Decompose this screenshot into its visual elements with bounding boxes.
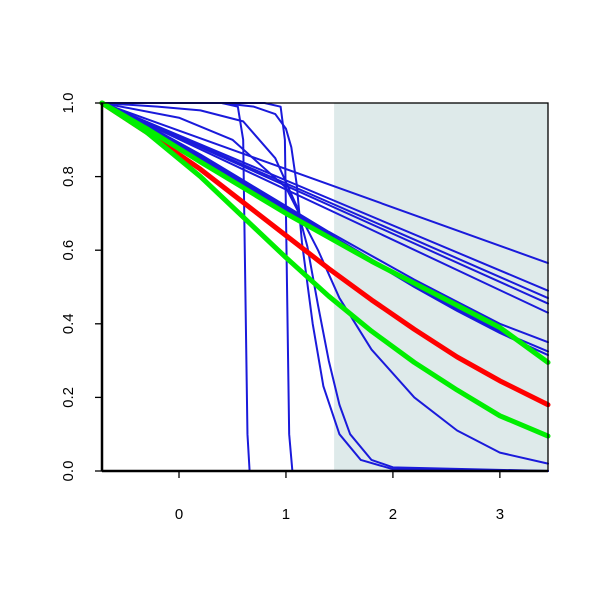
series-line-13 bbox=[101, 102, 549, 314]
x-tick-label: 3 bbox=[496, 506, 504, 523]
axes-layer: 0 1 2 3 0.0 0.2 0.4 0.6 0.8 1.0 bbox=[60, 93, 549, 523]
y-tick-label: 1.0 bbox=[60, 93, 77, 114]
series-line-10 bbox=[101, 102, 549, 292]
y-tick-label: 0.4 bbox=[60, 313, 77, 334]
shaded-region bbox=[334, 103, 548, 471]
series-line-12 bbox=[101, 102, 549, 305]
series-line-2 bbox=[99, 100, 551, 439]
series-line-9 bbox=[101, 102, 549, 265]
y-tick-label: 0.0 bbox=[60, 461, 77, 482]
x-tick-label: 0 bbox=[175, 506, 183, 523]
series-line-1 bbox=[99, 100, 551, 408]
series-line-6 bbox=[101, 102, 549, 472]
series-line-8 bbox=[101, 102, 549, 465]
x-tick-label: 2 bbox=[389, 506, 397, 523]
y-tick-label: 0.8 bbox=[60, 166, 77, 187]
x-tick-label: 1 bbox=[282, 506, 290, 523]
series-line-14 bbox=[101, 102, 549, 344]
series-layer bbox=[99, 100, 551, 472]
y-tick-label: 0.2 bbox=[60, 387, 77, 408]
series-line-3 bbox=[99, 100, 551, 365]
series-line-15 bbox=[101, 102, 549, 353]
y-tick-label: 0.6 bbox=[60, 240, 77, 261]
